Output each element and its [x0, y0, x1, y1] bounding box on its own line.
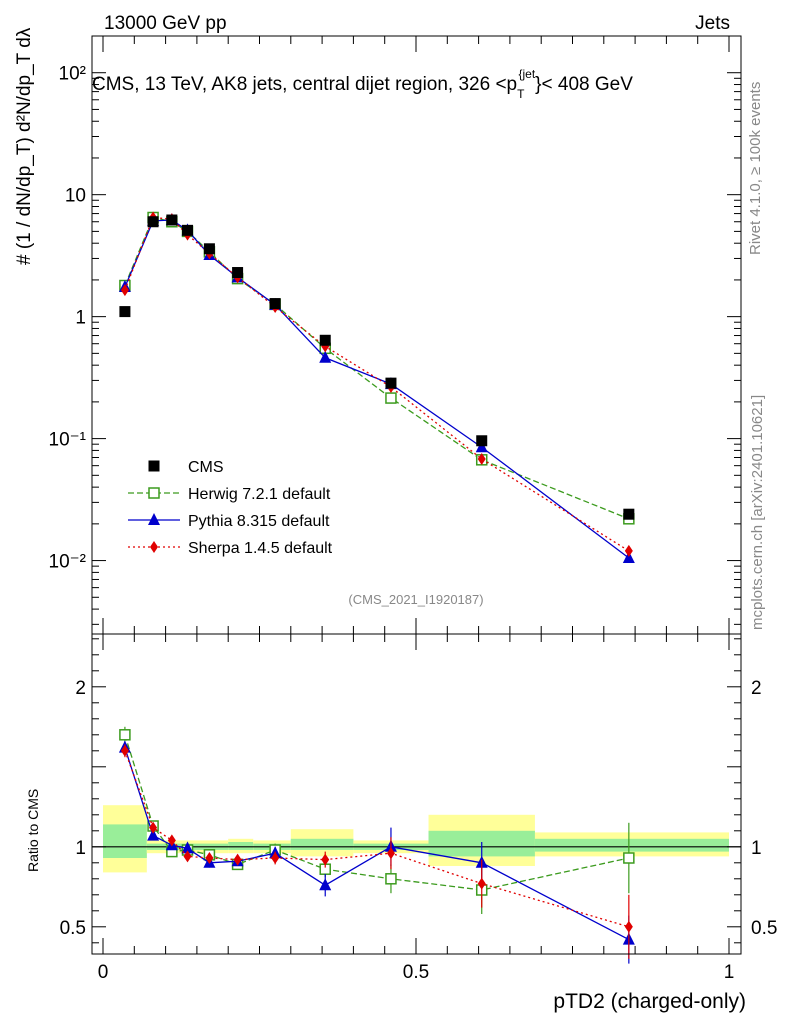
sherpa-ratio-point: [477, 877, 486, 890]
x-ticks: 0 0.5 1: [98, 36, 735, 983]
header-collision-label: 13000 GeV pp: [104, 13, 227, 34]
main-y-tick-label: 10²: [59, 64, 86, 85]
ratio-band-green: [103, 824, 147, 858]
legend-label-cms: CMS: [188, 459, 224, 476]
main-y-tick-label: 10⁻¹: [49, 430, 87, 451]
herwig-point: [385, 392, 397, 404]
plot-title: CMS, 13 TeV, AK8 jets, central dijet reg…: [92, 67, 633, 101]
herwig-ratio-line: [124, 734, 629, 891]
ratio-y-ticks: 0.5 0.5 1 1 2 2: [60, 638, 777, 944]
ratio-y-tick-label: 0.5: [60, 918, 86, 939]
rivet-version-label: Rivet 4.1.0, ≥ 100k events: [747, 82, 764, 255]
ratio-y-tick-label-right: 2: [751, 678, 762, 699]
main-y-tick-label: 10⁻²: [49, 552, 87, 573]
sherpa-point: [477, 453, 486, 466]
pythia-point: [622, 550, 635, 563]
header-category-label: Jets: [695, 13, 730, 34]
pythia-main-line: [124, 219, 630, 559]
legend-marker-sherpa: [150, 541, 158, 553]
sherpa-ratio-point: [167, 834, 176, 847]
cms-point: [182, 224, 194, 236]
legend-marker-herwig: [148, 487, 160, 499]
legend-label-herwig: Herwig 7.2.1 default: [188, 486, 331, 503]
pythia-point: [319, 350, 332, 363]
cms-point: [119, 306, 131, 318]
sherpa-ratio-point: [205, 852, 214, 864]
sherpa-point: [120, 284, 129, 297]
ratio-panel: 0.5 0.51 12 2 0 0.5 1: [60, 36, 777, 983]
main-series-layer: [118, 211, 635, 563]
sherpa-ratio-point: [183, 850, 192, 863]
legend-marker-cms: [148, 460, 160, 472]
mcplots-source-label: mcplots.cern.ch [arXiv:2401.10621]: [749, 395, 766, 630]
main-y-tick-label: 1: [75, 308, 86, 329]
ratio-y-tick-label-right: 1: [751, 838, 762, 859]
analysis-id-label: (CMS_2021_I1920187): [348, 592, 483, 607]
sherpa-ratio-point: [120, 744, 129, 757]
x-tick-label: 0.5: [403, 962, 429, 983]
ratio-band-green: [228, 842, 254, 850]
sherpa-ratio-point: [233, 853, 242, 866]
sherpa-ratio-point: [624, 920, 633, 933]
cms-point: [623, 508, 635, 520]
cms-point: [232, 267, 244, 279]
sherpa-ratio-line: [124, 750, 630, 928]
pythia-ratio-point: [319, 878, 332, 891]
cms-point: [269, 298, 281, 310]
x-axis-label: pTD2 (charged-only): [553, 990, 746, 1013]
main-panel: 10⁻² 10⁻¹ 1 10 10² CMS, 13 TeV, AK8 jets, ce…: [49, 35, 742, 635]
herwig-ratio-point: [623, 852, 635, 864]
cms-point: [203, 243, 215, 255]
sherpa-ratio-point: [321, 853, 330, 866]
ratio-y-tick-label: 1: [75, 838, 86, 859]
x-tick-label: 1: [724, 962, 735, 983]
cms-point: [476, 435, 488, 447]
herwig-ratio-point: [119, 729, 131, 741]
pythia-ratio-point: [147, 828, 160, 841]
legend-label-sherpa: Sherpa 1.4.5 default: [188, 540, 333, 557]
legend-marker-pythia: [148, 513, 160, 525]
sherpa-ratio-point: [386, 847, 395, 860]
ratio-series-layer: [118, 726, 635, 964]
ratio-y-tick-label: 2: [75, 678, 86, 699]
sherpa-ratio-point: [271, 852, 280, 864]
sherpa-main-line: [124, 216, 630, 552]
ratio-uncertainty-bands: [103, 805, 729, 873]
cms-point: [319, 334, 331, 346]
main-y-tick-label: 10: [65, 186, 86, 207]
main-y-axis-label: # (1 / dN/dp_T) d²N/dp_T dλ: [14, 27, 35, 265]
sherpa-ratio-point: [149, 821, 158, 834]
main-y-ticks: 10⁻² 10⁻¹ 1 10 10²: [49, 35, 741, 625]
herwig-ratio-point: [385, 873, 397, 885]
legend: CMS Herwig 7.2.1 default Pythia 8.315 defa…: [128, 459, 333, 557]
ratio-band-green: [534, 838, 729, 852]
ratio-y-tick-label-right: 0.5: [751, 918, 777, 939]
ratio-band-green: [290, 838, 354, 850]
cms-point: [385, 377, 397, 389]
ratio-plot-frame: [91, 633, 742, 955]
legend-label-pythia: Pythia 8.315 default: [188, 513, 330, 530]
cms-point: [166, 214, 178, 226]
cms-point: [147, 216, 159, 228]
pythia-ratio-point: [181, 841, 194, 854]
ratio-y-axis-label: Ratio to CMS: [25, 789, 41, 872]
x-tick-label: 0: [98, 962, 109, 983]
sherpa-point: [624, 544, 633, 557]
